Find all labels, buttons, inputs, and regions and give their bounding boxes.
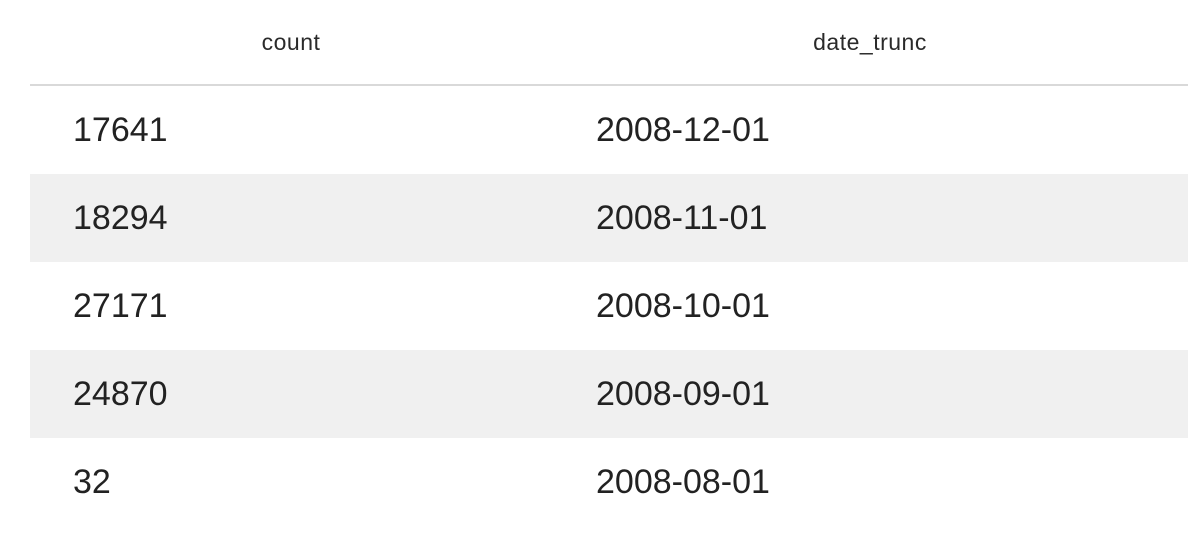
date-trunc-cell: 2008-11-01 <box>596 198 768 237</box>
results-table: count date_trunc 17641 2008-12-01 18294 … <box>30 0 1188 526</box>
table-row: 18294 2008-11-01 <box>30 174 1188 262</box>
count-cell: 27171 <box>73 286 168 325</box>
table-row: 32 2008-08-01 <box>30 438 1188 526</box>
table-header: count date_trunc <box>30 0 1188 86</box>
column-header-date-trunc[interactable]: date_trunc <box>813 28 927 55</box>
date-trunc-cell: 2008-08-01 <box>596 462 770 501</box>
table-row: 27171 2008-10-01 <box>30 262 1188 350</box>
count-cell: 18294 <box>73 198 168 237</box>
date-trunc-cell: 2008-12-01 <box>596 110 770 149</box>
count-cell: 32 <box>73 462 111 501</box>
count-cell: 24870 <box>73 374 168 413</box>
date-trunc-cell: 2008-10-01 <box>596 286 770 325</box>
count-cell: 17641 <box>73 110 168 149</box>
column-header-count[interactable]: count <box>261 28 321 55</box>
date-trunc-cell: 2008-09-01 <box>596 374 770 413</box>
table-row: 17641 2008-12-01 <box>30 86 1188 174</box>
table-row: 24870 2008-09-01 <box>30 350 1188 438</box>
